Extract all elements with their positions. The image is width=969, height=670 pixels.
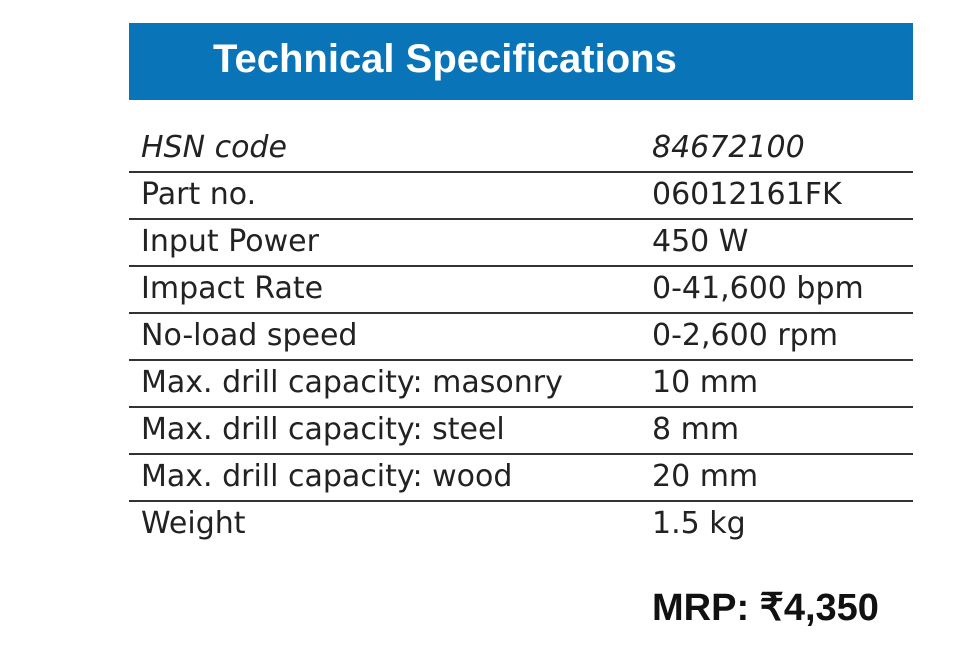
spec-row: HSN code 84672100 <box>129 126 913 173</box>
spec-row: Part no. 06012161FK <box>129 173 913 220</box>
spec-value: 10 mm <box>652 365 759 400</box>
spec-value: 06012161FK <box>652 177 842 212</box>
spec-value: 8 mm <box>652 412 740 447</box>
header-title: Technical Specifications <box>129 23 913 100</box>
spec-row: Weight 1.5 kg <box>129 502 913 547</box>
spec-label: Part no. <box>141 177 257 212</box>
spec-table: HSN code 84672100 Part no. 06012161FK Input … <box>129 126 913 547</box>
spec-row: Input Power 450 W <box>129 220 913 267</box>
spec-value: 1.5 kg <box>652 506 746 541</box>
spec-value: 0-2,600 rpm <box>652 318 838 353</box>
spec-value: 84672100 <box>652 130 805 165</box>
price: MRP: ₹4,350 <box>652 587 879 629</box>
spec-label: Max. drill capacity: steel <box>141 412 505 447</box>
spec-label: Max. drill capacity: masonry <box>141 365 563 400</box>
spec-value: 450 W <box>652 224 749 259</box>
spec-label: Max. drill capacity: wood <box>141 459 513 494</box>
spec-label: HSN code <box>141 130 287 165</box>
spec-row: Max. drill capacity: wood 20 mm <box>129 455 913 502</box>
spec-value: 0-41,600 bpm <box>652 271 864 306</box>
spec-value: 20 mm <box>652 459 759 494</box>
spec-label: Impact Rate <box>141 271 324 306</box>
spec-row: Max. drill capacity: steel 8 mm <box>129 408 913 455</box>
spec-row: Max. drill capacity: masonry 10 mm <box>129 361 913 408</box>
spec-label: Weight <box>141 506 246 541</box>
spec-label: No-load speed <box>141 318 358 353</box>
spec-row: No-load speed 0-2,600 rpm <box>129 314 913 361</box>
spec-label: Input Power <box>141 224 319 259</box>
spec-row: Impact Rate 0-41,600 bpm <box>129 267 913 314</box>
